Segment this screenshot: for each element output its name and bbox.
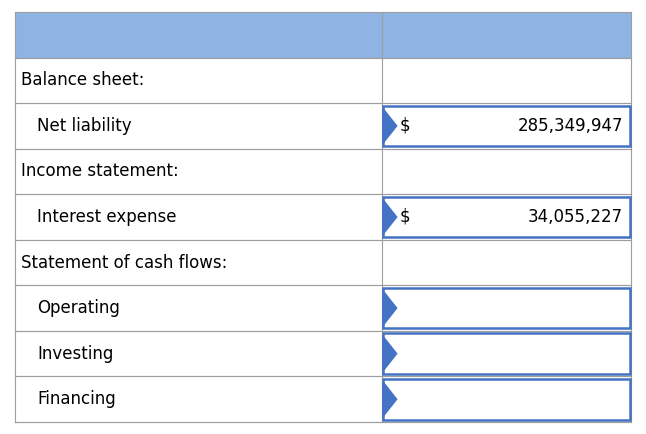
- Text: Income statement:: Income statement:: [21, 162, 179, 181]
- Text: Operating: Operating: [37, 299, 120, 317]
- Bar: [15, 194, 631, 240]
- Text: Interest expense: Interest expense: [37, 208, 176, 226]
- Polygon shape: [383, 108, 397, 143]
- Text: Investing: Investing: [37, 345, 114, 363]
- Polygon shape: [383, 200, 397, 234]
- Bar: [15, 58, 631, 103]
- Polygon shape: [383, 291, 397, 326]
- Text: Statement of cash flows:: Statement of cash flows:: [21, 253, 227, 272]
- Bar: [382, 197, 629, 237]
- Bar: [15, 285, 631, 331]
- Text: Balance sheet:: Balance sheet:: [21, 71, 144, 89]
- Text: Net liability: Net liability: [37, 117, 132, 135]
- Bar: [15, 149, 631, 194]
- Bar: [382, 288, 629, 329]
- Bar: [15, 103, 631, 149]
- Bar: [382, 379, 629, 420]
- Polygon shape: [383, 336, 397, 371]
- Bar: [15, 240, 631, 285]
- Bar: [382, 333, 629, 374]
- Text: 34,055,227: 34,055,227: [528, 208, 623, 226]
- Bar: [15, 331, 631, 376]
- Text: 285,349,947: 285,349,947: [517, 117, 623, 135]
- Polygon shape: [383, 382, 397, 417]
- Text: $: $: [399, 208, 410, 226]
- Bar: [15, 376, 631, 422]
- Bar: [382, 105, 629, 146]
- Bar: [15, 12, 631, 58]
- Text: Financing: Financing: [37, 390, 116, 408]
- Text: $: $: [399, 117, 410, 135]
